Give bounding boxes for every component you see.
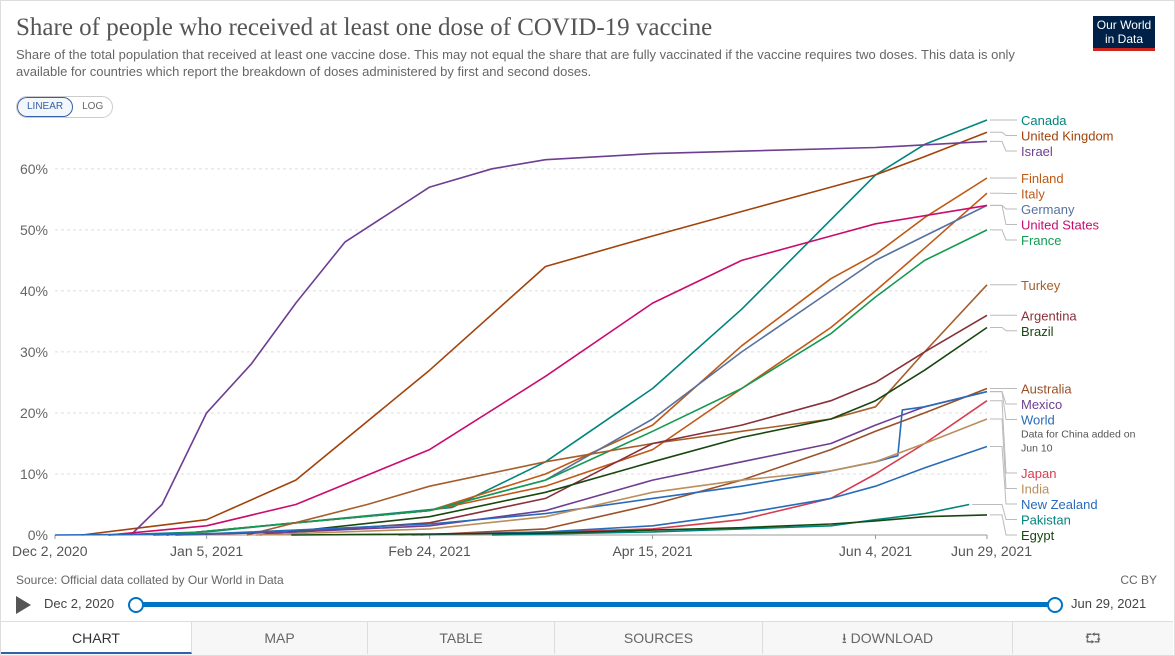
legend-label: Egypt bbox=[1021, 528, 1055, 543]
chart-title: Share of people who received at least on… bbox=[16, 14, 713, 41]
legend-label: World bbox=[1021, 413, 1055, 428]
series-line-australia bbox=[420, 387, 988, 536]
tab-map[interactable]: MAP bbox=[192, 622, 368, 654]
series-line-new-zealand bbox=[411, 445, 988, 536]
download-icon: ⭳ bbox=[841, 630, 847, 646]
play-icon[interactable] bbox=[16, 596, 31, 614]
series-line-turkey bbox=[246, 284, 988, 536]
y-tick-label: 30% bbox=[20, 344, 48, 360]
y-tick-label: 60% bbox=[20, 161, 48, 177]
y-tick-label: 0% bbox=[28, 527, 48, 543]
series-line-argentina bbox=[175, 314, 988, 536]
logo-line-2: in Data bbox=[1104, 32, 1144, 46]
x-tick-label: Dec 2, 2020 bbox=[12, 543, 88, 559]
line-chart: 0% 10% 20% 30% 40% 50% 60% Dec 2, 2020 Jan 5, 20… bbox=[12, 113, 1136, 559]
owid-logo[interactable]: Our World in Data bbox=[1093, 16, 1155, 51]
series-line-germany bbox=[166, 204, 988, 536]
legend-connector bbox=[990, 204, 1017, 225]
series-line-pakistan bbox=[491, 503, 970, 536]
series-line-mexico bbox=[153, 390, 988, 536]
timeline: Dec 2, 2020 Jun 29, 2021 bbox=[16, 593, 1161, 615]
legend-connector bbox=[990, 327, 1017, 332]
legend-connector bbox=[990, 418, 1017, 489]
legend-connector bbox=[990, 514, 1017, 536]
tab-share[interactable]: ⮔ bbox=[1013, 622, 1173, 654]
timeline-start-label: Dec 2, 2020 bbox=[44, 596, 115, 611]
series-line-united-kingdom bbox=[81, 131, 988, 536]
scale-toggle: LINEAR LOG bbox=[16, 96, 114, 118]
legend-label: Pakistan bbox=[1021, 513, 1071, 528]
legend-label: New Zealand bbox=[1021, 497, 1098, 512]
series-line-france bbox=[166, 229, 988, 536]
world-annotation-line: Jun 10 bbox=[1021, 443, 1053, 455]
legend-connector bbox=[990, 391, 1017, 420]
tab-table[interactable]: TABLE bbox=[368, 622, 555, 654]
y-tick-label: 50% bbox=[20, 222, 48, 238]
legend-label: Turkey bbox=[1021, 278, 1061, 293]
legend-label: Australia bbox=[1021, 382, 1072, 397]
timeline-start-handle[interactable] bbox=[128, 597, 144, 613]
series-line-japan bbox=[398, 400, 988, 536]
legend-connector bbox=[990, 140, 1017, 152]
legend-connector bbox=[990, 229, 1017, 241]
logo-line-1: Our World bbox=[1096, 18, 1152, 32]
timeline-end-handle[interactable] bbox=[1047, 597, 1063, 613]
timeline-end-label: Jun 29, 2021 bbox=[1071, 596, 1147, 611]
world-annotation-line: Data for China added on bbox=[1021, 429, 1136, 441]
legend-connector bbox=[990, 131, 1017, 136]
x-tick-label: Apr 15, 2021 bbox=[612, 543, 692, 559]
chart-subtitle: Share of the total population that recei… bbox=[16, 47, 1015, 79]
log-scale-button[interactable]: LOG bbox=[82, 101, 104, 112]
tab-chart[interactable]: CHART bbox=[1, 622, 192, 654]
legend-label: United States bbox=[1021, 217, 1100, 232]
share-icon: ⮔ bbox=[1084, 630, 1102, 646]
legend-label: Finland bbox=[1021, 171, 1064, 186]
tab-download[interactable]: ⭳ DOWNLOAD bbox=[763, 622, 1013, 654]
legend-label: Germany bbox=[1021, 202, 1075, 217]
x-tick-label: Feb 24, 2021 bbox=[388, 543, 471, 559]
y-tick-label: 10% bbox=[20, 466, 48, 482]
x-tick-label: Jun 29, 2021 bbox=[951, 543, 1032, 559]
series-line-world bbox=[54, 390, 988, 536]
legend-connector bbox=[990, 446, 1017, 505]
source-note: Source: Official data collated by Our Wo… bbox=[16, 573, 284, 587]
y-tick-label: 20% bbox=[20, 405, 48, 421]
legend-label: Japan bbox=[1021, 466, 1056, 481]
legend-label: Israel bbox=[1021, 144, 1053, 159]
y-tick-label: 40% bbox=[20, 283, 48, 299]
tab-sources[interactable]: SOURCES bbox=[555, 622, 763, 654]
tab-bar: CHART MAP TABLE SOURCES ⭳ DOWNLOAD ⮔ bbox=[1, 621, 1173, 655]
legend-label: Italy bbox=[1021, 186, 1045, 201]
legend-label: United Kingdom bbox=[1021, 129, 1114, 144]
legend-label: India bbox=[1021, 482, 1050, 497]
series-line-india bbox=[255, 418, 988, 536]
legend-connector bbox=[990, 400, 1017, 474]
legend-label: Argentina bbox=[1021, 308, 1077, 323]
series-line-brazil bbox=[260, 326, 988, 536]
legend-label: Brazil bbox=[1021, 324, 1054, 339]
series-line-israel bbox=[130, 140, 988, 536]
linear-scale-button[interactable]: LINEAR bbox=[17, 97, 74, 117]
license-link[interactable]: CC BY bbox=[1120, 573, 1157, 587]
legend-label: Canada bbox=[1021, 113, 1067, 128]
series-line-egypt bbox=[291, 514, 988, 536]
legend-connector bbox=[972, 504, 1017, 520]
legend-label: Mexico bbox=[1021, 397, 1062, 412]
series-line-finland bbox=[166, 177, 988, 536]
series-line-united-states bbox=[108, 204, 988, 536]
tab-download-label: DOWNLOAD bbox=[850, 630, 934, 646]
x-tick-label: Jan 5, 2021 bbox=[170, 543, 243, 559]
x-tick-label: Jun 4, 2021 bbox=[839, 543, 912, 559]
timeline-track[interactable] bbox=[134, 602, 1054, 607]
legend-connector bbox=[990, 204, 1017, 210]
legend-label: France bbox=[1021, 233, 1061, 248]
